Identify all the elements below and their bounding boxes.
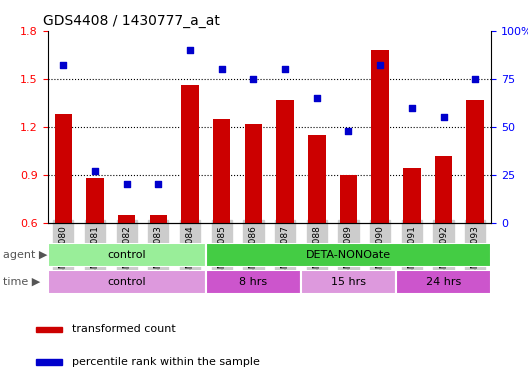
Point [376,62,384,68]
Point [122,181,131,187]
Point [59,62,68,68]
Bar [308,135,325,223]
Text: DETA-NONOate: DETA-NONOate [306,250,391,260]
Bar [182,85,199,223]
Text: time ▶: time ▶ [3,277,40,287]
Bar [150,215,167,223]
Bar [206,270,301,294]
Point [91,168,99,174]
Bar [403,168,421,223]
Text: agent ▶: agent ▶ [3,250,47,260]
Bar [396,270,491,294]
Bar [435,156,452,223]
Bar [372,50,389,223]
Text: control: control [107,277,146,287]
Bar [36,327,62,332]
Bar [48,243,206,267]
Point [408,104,416,111]
Bar [244,124,262,223]
Point [218,66,226,72]
Text: transformed count: transformed count [72,324,175,334]
Bar [340,175,357,223]
Bar [55,114,72,223]
Text: GDS4408 / 1430777_a_at: GDS4408 / 1430777_a_at [43,14,220,28]
Bar [48,270,206,294]
Text: 15 hrs: 15 hrs [331,277,366,287]
Text: control: control [107,250,146,260]
Text: 24 hrs: 24 hrs [426,277,461,287]
Point [439,114,448,120]
Point [186,47,194,53]
Point [344,127,353,134]
Text: percentile rank within the sample: percentile rank within the sample [72,357,259,367]
Point [313,95,321,101]
Bar [36,359,62,364]
Point [249,76,258,82]
Point [281,66,289,72]
Bar [206,243,491,267]
Point [154,181,163,187]
Bar [467,99,484,223]
Bar [118,215,135,223]
Bar [86,178,103,223]
Bar [213,119,230,223]
Bar [301,270,396,294]
Bar [277,99,294,223]
Point [471,76,479,82]
Text: 8 hrs: 8 hrs [239,277,268,287]
